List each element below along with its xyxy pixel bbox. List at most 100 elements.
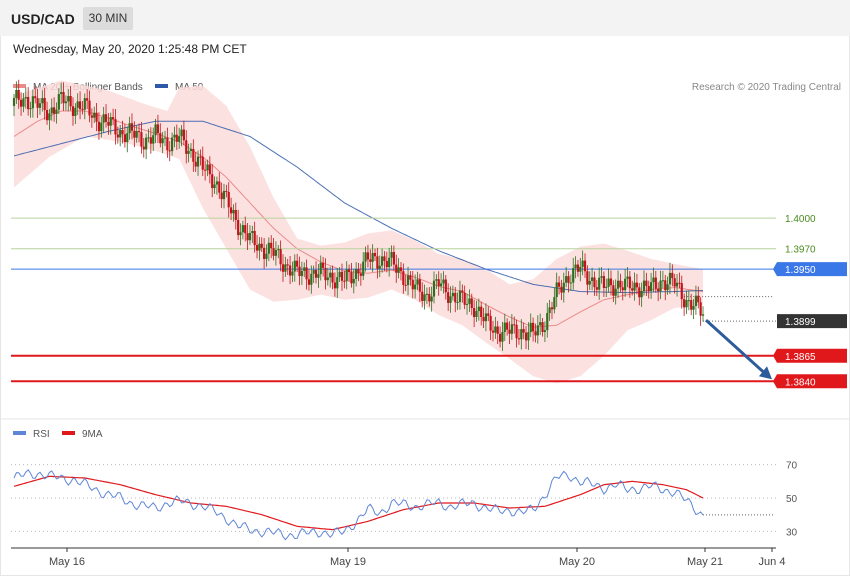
candle-up xyxy=(83,98,86,110)
pivot-tag xyxy=(773,262,847,277)
candle-down xyxy=(593,277,596,288)
candle-up xyxy=(555,282,558,298)
x-tick-label: May 19 xyxy=(330,556,366,568)
candle-up xyxy=(572,268,575,283)
candle-up xyxy=(64,101,68,104)
support-label: 1.3865 xyxy=(785,352,816,363)
candle-down xyxy=(331,272,334,283)
candle-down xyxy=(107,121,110,126)
candle-down xyxy=(437,279,440,287)
candle-up xyxy=(41,98,44,104)
candle-down xyxy=(635,282,639,288)
candle-down xyxy=(447,292,450,303)
candle-down xyxy=(81,109,84,111)
candle-down xyxy=(541,322,544,332)
candle-down xyxy=(229,207,233,214)
candle-up xyxy=(119,130,122,138)
candle-up xyxy=(527,332,530,341)
candle-down xyxy=(246,233,249,241)
candle-up xyxy=(624,278,627,291)
instrument-title: USD/CAD xyxy=(11,11,75,27)
candle-up xyxy=(57,94,60,110)
candle-down xyxy=(149,137,152,144)
candle-down xyxy=(699,302,702,316)
candle-down xyxy=(88,100,91,116)
candle-down xyxy=(524,332,528,341)
candle-up xyxy=(329,272,332,278)
candle-up xyxy=(468,298,471,304)
candle-down xyxy=(678,282,681,284)
candle-down xyxy=(557,282,561,287)
candle-up xyxy=(55,109,58,114)
candle-down xyxy=(156,124,160,134)
candle-up xyxy=(590,277,594,281)
candle-up xyxy=(93,112,96,118)
candle-up xyxy=(668,272,672,285)
candle-down xyxy=(482,317,485,322)
candle-down xyxy=(343,280,346,282)
candle-down xyxy=(260,243,263,248)
candle-down xyxy=(112,117,115,120)
candle-up xyxy=(154,124,157,136)
candle-up xyxy=(67,96,70,102)
candle-down xyxy=(399,267,403,272)
candle-down xyxy=(673,278,676,287)
candle-down xyxy=(373,252,377,257)
candle-up xyxy=(510,324,513,334)
x-axis: May 16 May 19 May 20 May 21 Jun 4 xyxy=(11,547,785,568)
candle-up xyxy=(416,279,419,285)
candle-up xyxy=(435,279,438,281)
candle-down xyxy=(237,219,240,236)
candle-down xyxy=(218,181,221,193)
candle-up xyxy=(352,278,355,284)
candle-up xyxy=(614,288,617,296)
chart-header: USD/CAD 30 MIN xyxy=(0,0,850,36)
candle-up xyxy=(100,122,103,132)
candle-down xyxy=(123,134,127,143)
candle-down xyxy=(690,300,693,310)
candle-down xyxy=(340,271,344,281)
candle-down xyxy=(576,264,580,272)
candle-up xyxy=(588,280,591,285)
candle-up xyxy=(626,276,629,279)
candle-down xyxy=(43,98,46,111)
candle-up xyxy=(579,266,582,272)
candle-down xyxy=(357,269,360,274)
timeframe-button[interactable]: 30 MIN xyxy=(83,7,133,30)
candle-up xyxy=(355,269,358,279)
candle-down xyxy=(473,307,476,318)
candle-up xyxy=(388,257,391,268)
candle-down xyxy=(130,123,134,131)
candle-up xyxy=(694,295,698,306)
candle-up xyxy=(536,325,539,336)
candle-up xyxy=(371,252,374,262)
candle-down xyxy=(359,273,362,276)
candle-down xyxy=(322,262,325,268)
candle-down xyxy=(36,98,39,108)
candle-up xyxy=(326,277,329,281)
research-credit: Research © 2020 Trading Central xyxy=(692,82,841,93)
candle-down xyxy=(286,264,289,266)
candle-down xyxy=(506,322,509,330)
candle-up xyxy=(274,250,278,256)
candle-up xyxy=(666,284,669,291)
candle-up xyxy=(189,148,193,152)
candle-up xyxy=(423,294,426,301)
candle-down xyxy=(192,148,195,162)
candle-down xyxy=(272,248,275,256)
candle-up xyxy=(458,290,462,303)
rsi-line xyxy=(13,469,704,541)
rsi-panel: 70 50 30 xyxy=(11,461,798,541)
candle-up xyxy=(163,137,167,139)
candle-down xyxy=(697,295,700,303)
candle-down xyxy=(664,280,667,291)
candle-up xyxy=(477,306,480,312)
candle-up xyxy=(649,282,653,292)
candle-up xyxy=(241,225,244,233)
candle-up xyxy=(569,282,572,284)
candle-up xyxy=(581,260,584,267)
rsi-ma-legend-label: 9MA xyxy=(82,429,103,440)
candle-down xyxy=(78,101,82,110)
rsi-ma-line xyxy=(13,475,704,531)
